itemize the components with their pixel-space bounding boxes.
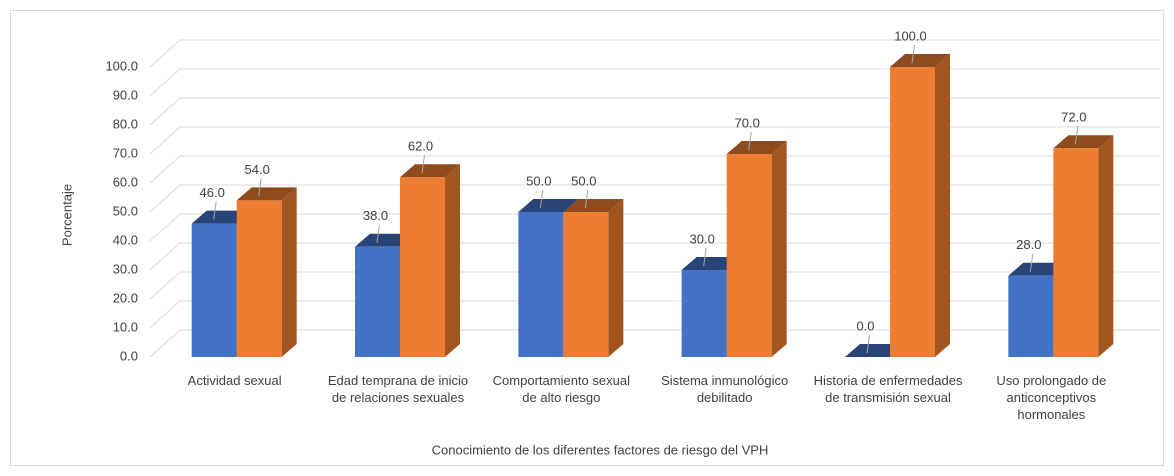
label-leader — [1029, 253, 1034, 272]
label-leader — [1074, 126, 1079, 145]
value-label: 50.0 — [526, 173, 551, 188]
label-leader — [539, 189, 544, 209]
label-leader — [911, 44, 915, 64]
y-tick-label: 50.0 — [113, 203, 138, 218]
bar-top — [726, 141, 787, 154]
bar — [563, 212, 609, 357]
bar-top — [400, 164, 460, 178]
y-tick-label: 20.0 — [113, 290, 138, 305]
value-label: 54.0 — [245, 162, 270, 177]
bar-top — [890, 54, 950, 67]
bar-top — [1053, 135, 1114, 149]
y-tick-label: 0.0 — [120, 348, 138, 363]
bar — [518, 212, 564, 357]
value-label: 38.0 — [363, 208, 388, 223]
y-tick-label: 90.0 — [113, 87, 138, 102]
label-leader — [866, 334, 870, 354]
value-label: 28.0 — [1016, 237, 1041, 252]
y-tick-label: 10.0 — [113, 319, 138, 334]
x-tick-label: Actividad sexual — [187, 373, 282, 388]
grid-line — [149, 126, 1160, 155]
value-label: 50.0 — [571, 173, 596, 188]
label-leader — [421, 155, 425, 174]
x-tick-label: Sistema inmunológico debilitado — [661, 373, 789, 405]
bar-top — [518, 199, 579, 212]
value-label: 0.0 — [856, 318, 874, 333]
y-tick-label: 80.0 — [113, 116, 138, 131]
bar-side — [1098, 135, 1114, 357]
grid-line — [149, 329, 1160, 358]
bar — [1008, 275, 1054, 357]
bar — [355, 246, 400, 357]
bar-side — [935, 54, 950, 357]
x-tick-label: Edad temprana de inicio de relaciones se… — [327, 373, 469, 405]
bar-top — [236, 187, 297, 201]
bar — [726, 154, 772, 357]
grid-line — [149, 300, 1160, 329]
y-tick-label: 60.0 — [113, 174, 138, 189]
bar — [191, 223, 237, 357]
bar — [681, 270, 727, 357]
y-tick-label: 100.0 — [105, 58, 138, 73]
bar — [1053, 148, 1099, 357]
x-tick-label: Comportamiento sexual de alto riesgo — [492, 373, 630, 405]
grid-line — [149, 97, 1160, 126]
bar-side — [445, 164, 460, 357]
x-tick-label: Historia de enfermedades de transmisión … — [813, 373, 963, 405]
bar-side — [281, 187, 297, 357]
value-label: 70.0 — [735, 115, 760, 130]
bar — [400, 177, 445, 357]
grid-line — [149, 271, 1160, 300]
value-label: 100.0 — [894, 28, 927, 43]
grid-line — [149, 155, 1160, 184]
label-leader — [703, 247, 707, 267]
label-leader — [258, 178, 262, 197]
value-label: 30.0 — [690, 231, 715, 246]
value-label: 62.0 — [408, 139, 433, 154]
bar-top — [563, 199, 624, 212]
y-axis-title: Porcentaje — [59, 184, 74, 246]
y-tick-label: 30.0 — [113, 261, 138, 276]
label-leader — [584, 189, 589, 209]
label-leader — [376, 224, 380, 243]
bar — [890, 67, 935, 357]
bar-side — [771, 141, 787, 357]
y-tick-label: 70.0 — [113, 145, 138, 160]
x-axis-title: Conocimiento de los diferentes factores … — [432, 442, 769, 457]
y-tick-label: 40.0 — [113, 232, 138, 247]
value-label: 72.0 — [1061, 110, 1086, 125]
bar-side — [608, 199, 624, 357]
bar — [236, 200, 282, 357]
label-leader — [213, 201, 217, 220]
grid-line — [149, 242, 1160, 271]
x-tick-label: Uso prolongado de anticonceptivos hormon… — [996, 373, 1107, 422]
grid-line — [149, 213, 1160, 242]
grid-line — [149, 68, 1160, 97]
value-label: 46.0 — [200, 185, 225, 200]
grid-line — [149, 184, 1160, 213]
label-leader — [748, 131, 752, 151]
grid-line — [149, 39, 1160, 68]
